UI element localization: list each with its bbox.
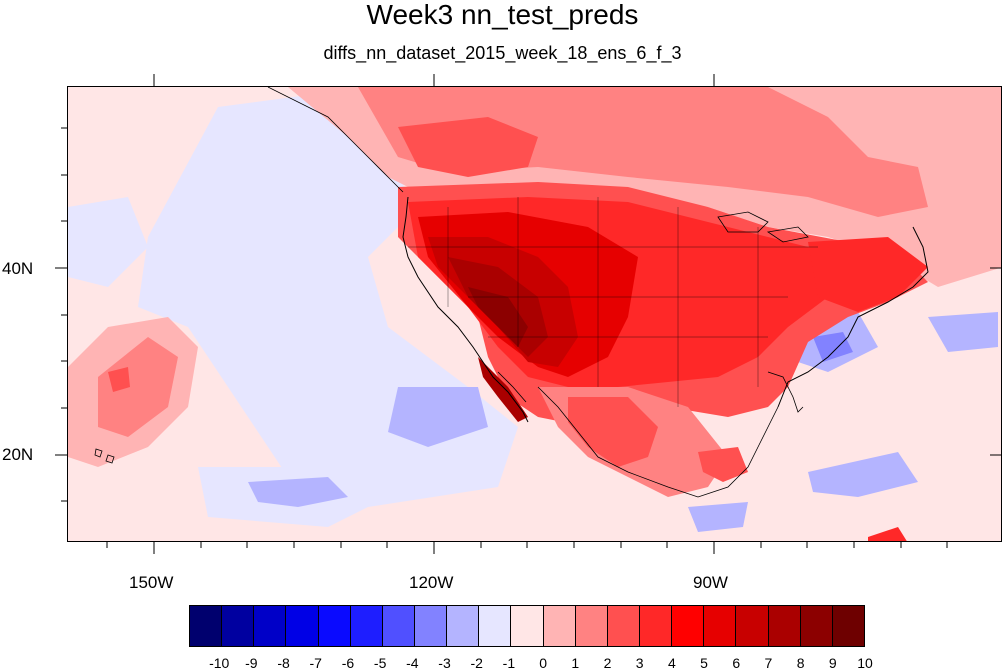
colorbar-swatch — [511, 606, 544, 646]
colorbar-swatch — [672, 606, 705, 646]
colorbar-swatch — [575, 606, 608, 646]
lon-label-120w: 120W — [409, 573, 454, 592]
map-panel — [67, 86, 1002, 542]
colorbar-label: -1 — [502, 655, 516, 671]
colorbar-swatch — [447, 606, 480, 646]
colorbar-swatch — [607, 606, 640, 646]
colorbar-label: -9 — [245, 655, 258, 671]
colorbar-label: 8 — [796, 655, 805, 671]
colorbar-label: 4 — [667, 655, 676, 671]
colorbar — [189, 605, 865, 647]
colorbar-label: -4 — [406, 655, 419, 671]
colorbar-label: -3 — [438, 655, 451, 671]
colorbar-label: -2 — [470, 655, 483, 671]
map-title: Week3 nn_test_preds — [366, 0, 639, 30]
colorbar-label: 5 — [700, 655, 708, 671]
colorbar-label: 1 — [571, 655, 580, 671]
colorbar-swatch — [736, 606, 769, 646]
colorbar-swatch — [800, 606, 833, 646]
map-subtitle: diffs_nn_dataset_2015_week_18_ens_6_f_3 — [323, 43, 682, 63]
colorbar-label: 10 — [857, 655, 873, 671]
temperature-diff-field — [68, 87, 1001, 541]
colorbar-label: 7 — [764, 655, 773, 671]
colorbar-swatch — [190, 606, 223, 646]
colorbar-swatch — [254, 606, 287, 646]
colorbar-label: 2 — [603, 655, 612, 671]
colorbar-label: -10 — [209, 655, 230, 671]
colorbar-label: 6 — [732, 655, 741, 671]
colorbar-swatch — [639, 606, 673, 646]
colorbar-swatch — [414, 606, 448, 646]
colorbar-label: 0 — [539, 655, 547, 671]
colorbar-label: -7 — [309, 655, 322, 671]
colorbar-swatch — [832, 606, 864, 646]
lat-label-20n: 20N — [2, 445, 34, 464]
colorbar-swatch — [350, 606, 383, 646]
colorbar-swatch — [286, 606, 319, 646]
colorbar-swatch — [382, 606, 415, 646]
colorbar-label: 3 — [635, 655, 644, 671]
colorbar-swatch — [768, 606, 801, 646]
colorbar-swatch — [704, 606, 737, 646]
colorbar-label: 9 — [828, 655, 837, 671]
colorbar-swatch — [318, 606, 351, 646]
colorbar-swatch — [222, 606, 255, 646]
colorbar-label: -6 — [341, 655, 355, 671]
colorbar-swatch — [543, 606, 576, 646]
lon-label-150w: 150W — [129, 573, 174, 592]
colorbar-swatch — [479, 606, 512, 646]
colorbar-label: -8 — [277, 655, 290, 671]
colorbar-label: -5 — [373, 655, 387, 671]
lon-label-90w: 90W — [693, 573, 728, 592]
lat-label-40n: 40N — [2, 259, 34, 278]
